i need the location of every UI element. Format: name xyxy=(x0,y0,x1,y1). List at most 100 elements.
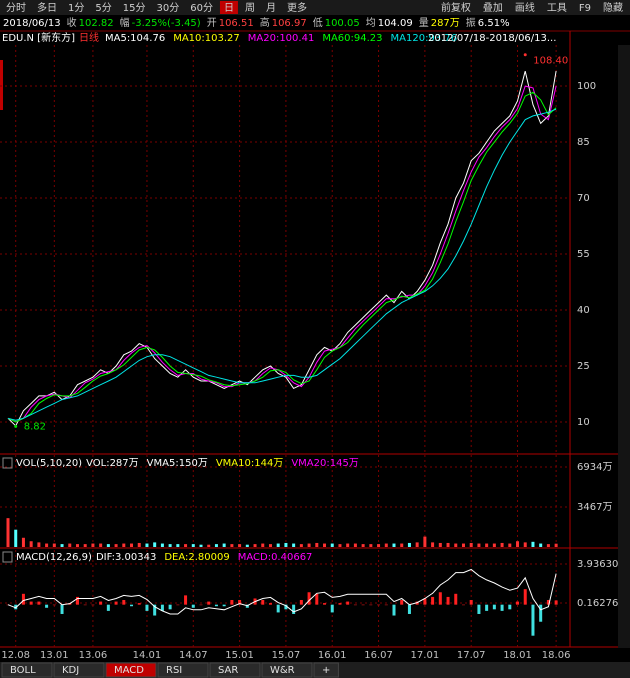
toolbar-label[interactable]: 日 xyxy=(224,3,234,14)
toolbar-button[interactable] xyxy=(186,1,217,14)
volume-bar xyxy=(508,543,512,547)
toolbar-label[interactable]: 15分 xyxy=(123,2,146,14)
macd-bar xyxy=(284,604,288,610)
quote-item: 287万 xyxy=(431,18,460,29)
macd-bar xyxy=(338,603,342,605)
toolbar-button[interactable] xyxy=(240,1,259,14)
tab[interactable] xyxy=(313,662,339,678)
legend-entry: MA10:103.27 xyxy=(173,33,240,44)
tab[interactable] xyxy=(157,662,209,678)
volume-bar xyxy=(160,543,164,547)
toolbar-button[interactable] xyxy=(219,1,238,14)
toolbar-label[interactable]: 工具 xyxy=(547,2,567,14)
volume-bar xyxy=(384,543,388,547)
toolbar-button[interactable] xyxy=(91,1,116,14)
macd-bar xyxy=(45,604,49,608)
macd-bar xyxy=(492,604,496,610)
volume-bar xyxy=(21,537,25,547)
volume-bar xyxy=(168,544,172,547)
macd-bar xyxy=(176,604,180,606)
quote-item: 104.09 xyxy=(378,18,413,29)
quote-item: 低 xyxy=(313,16,323,29)
macd-bar xyxy=(21,593,25,605)
tab[interactable] xyxy=(53,662,105,678)
macd-bar xyxy=(191,604,195,608)
toolbar-label[interactable]: 60分 xyxy=(190,2,213,14)
volume-bar xyxy=(176,544,180,547)
quote-item: 6.51% xyxy=(478,18,510,29)
volume-bar xyxy=(37,542,41,547)
macd-bar xyxy=(508,604,512,610)
macd-bar xyxy=(83,604,87,606)
macd-bar xyxy=(130,604,134,607)
tab-label[interactable]: MACD xyxy=(114,665,144,676)
macd-bar xyxy=(361,604,365,606)
volume-bar xyxy=(145,543,149,547)
quote-item: 2018/06/13 xyxy=(3,18,61,29)
volume-bar xyxy=(137,542,141,547)
legend-entry: MA20:100.41 xyxy=(248,33,315,44)
toolbar-label[interactable]: 5分 xyxy=(95,2,111,14)
indicator: MACD:0.40667 xyxy=(238,552,313,563)
legend-entry: MA5:104.76 xyxy=(105,33,165,44)
macd-bar xyxy=(461,604,465,606)
tab[interactable] xyxy=(261,662,313,678)
volume-bar xyxy=(6,518,10,547)
tab-label[interactable]: KDJ xyxy=(62,665,79,676)
tab-label[interactable]: RSI xyxy=(166,665,182,676)
volume-bar xyxy=(276,543,280,547)
volume-bar xyxy=(539,543,543,547)
volume-bar xyxy=(199,544,203,547)
macd-bar xyxy=(99,601,103,605)
tab-label[interactable]: BOLL xyxy=(10,665,36,676)
volume-bar xyxy=(338,544,342,547)
macd-bar xyxy=(230,600,234,605)
toolbar-button[interactable] xyxy=(118,1,150,14)
tab[interactable] xyxy=(1,662,53,678)
toolbar-button[interactable] xyxy=(33,1,61,14)
tab-label[interactable]: + xyxy=(322,665,330,676)
toolbar-label[interactable]: 前复权 xyxy=(441,1,471,14)
toolbar-button[interactable] xyxy=(261,1,280,14)
legend-entry: MA120:93.76 xyxy=(391,33,458,44)
toolbar-button[interactable] xyxy=(64,1,89,14)
tab[interactable] xyxy=(105,662,157,678)
toolbar-button[interactable] xyxy=(152,1,184,14)
toolbar-label[interactable]: 30分 xyxy=(156,2,179,14)
toolbar-label[interactable]: F9 xyxy=(579,3,591,14)
toolbar-label[interactable]: 月 xyxy=(266,2,276,14)
volume-bar xyxy=(353,543,357,547)
toolbar-label[interactable]: 画线 xyxy=(515,1,535,14)
y-tick-label: 3.93630 xyxy=(577,559,618,570)
volume-bar xyxy=(346,543,350,547)
macd-bar xyxy=(523,589,527,605)
macd-bar xyxy=(222,604,226,607)
volume-bar xyxy=(461,543,465,547)
toolbar-label[interactable]: 叠加 xyxy=(483,2,503,14)
volume-bar xyxy=(184,544,188,547)
tab-label[interactable]: SAR xyxy=(218,665,238,676)
annotation-point xyxy=(523,53,527,57)
toolbar-label[interactable]: 多日 xyxy=(37,1,57,14)
toolbar-label[interactable]: 更多 xyxy=(287,1,307,14)
macd-bar xyxy=(207,601,211,605)
macd-bar xyxy=(400,600,404,605)
toolbar-label[interactable]: 周 xyxy=(245,2,255,14)
volume-bar xyxy=(377,544,381,547)
macd-bar xyxy=(60,604,64,614)
macd-bar xyxy=(153,604,157,616)
toolbar-label[interactable]: 分时 xyxy=(6,2,26,14)
volume-bar xyxy=(361,544,365,547)
chart-title: VOL(5,10,20) xyxy=(16,458,82,469)
tab[interactable] xyxy=(209,662,261,678)
tab-label[interactable]: W&R xyxy=(270,665,295,676)
toolbar-button[interactable] xyxy=(282,1,311,14)
macd-bar xyxy=(431,596,435,605)
macd-bar xyxy=(29,601,33,605)
toolbar-button[interactable] xyxy=(2,1,30,14)
toolbar-label[interactable]: 隐藏 xyxy=(603,2,623,14)
macd-bar xyxy=(392,604,396,616)
volume-bar xyxy=(230,544,234,547)
toolbar-label[interactable]: 1分 xyxy=(68,2,84,14)
quote-item: 收 xyxy=(67,16,77,29)
